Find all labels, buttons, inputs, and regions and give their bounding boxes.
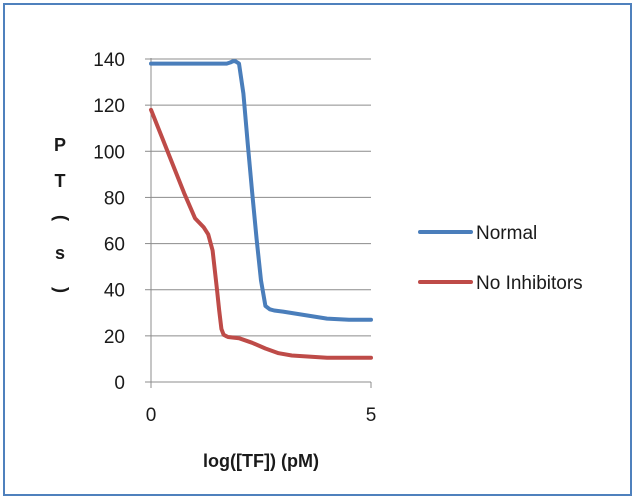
data-series <box>149 59 373 360</box>
legend: Normal No Inhibitors <box>418 223 583 294</box>
y-axis-title: PT ( s) <box>51 135 71 293</box>
x-tick-label-0: 0 <box>146 405 157 426</box>
legend-label-0: Normal <box>476 223 537 244</box>
grid-lines <box>151 58 371 337</box>
chart-frame <box>3 3 632 496</box>
y-axis-title-char-2: ( <box>51 215 71 221</box>
y-axis-title-char-3: s <box>55 243 65 263</box>
series-line-0 <box>149 59 373 322</box>
y-tick-label-20: 20 <box>104 327 125 348</box>
y-axis-title-char-4: ) <box>51 287 71 293</box>
y-tick-label-40: 40 <box>104 281 125 302</box>
y-axis-title-char-0: P <box>54 135 66 155</box>
y-tick-label-60: 60 <box>104 235 125 256</box>
y-tick-label-120: 120 <box>93 96 125 117</box>
y-axis-title-char-1: T <box>55 171 66 191</box>
y-tick-label-140: 140 <box>93 50 125 71</box>
legend-label-1: No Inhibitors <box>476 273 583 294</box>
axes <box>145 58 372 388</box>
y-tick-label-80: 80 <box>104 188 125 209</box>
x-tick-label-5: 5 <box>366 405 377 426</box>
y-tick-label-100: 100 <box>93 142 125 163</box>
y-tick-label-0: 0 <box>114 373 125 394</box>
tick-labels: 0 20 40 60 80 100 120 140 0 5 <box>93 50 376 426</box>
x-axis-title: log([TF]) (pM) <box>203 451 319 471</box>
series-line-1 <box>149 107 373 360</box>
